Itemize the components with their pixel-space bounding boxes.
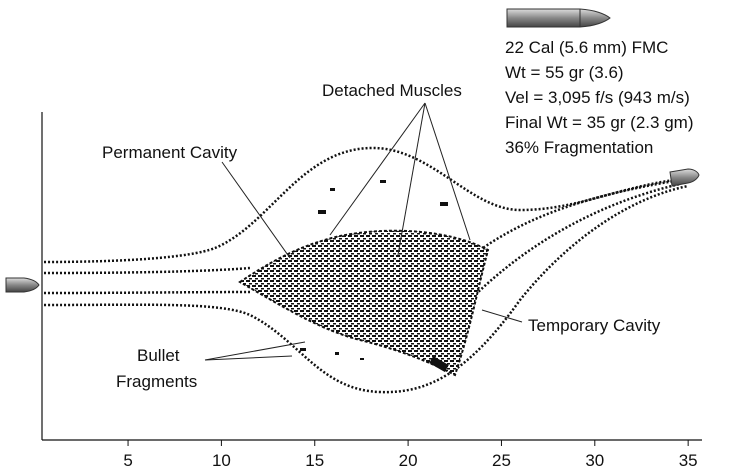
label: Permanent Cavity [102,143,238,162]
bullet-entry [5,277,40,293]
leader-lines [204,102,523,361]
bullet-info: 22 Cal (5.6 mm) FMC Wt = 55 gr (3.6) Vel =… [505,38,693,157]
tick-label: 10 [212,451,231,470]
temporary-cavity-upper [43,146,691,264]
label: Fragments [116,372,197,391]
info-line: 36% Fragmentation [505,138,653,157]
info-line: 22 Cal (5.6 mm) FMC [505,38,668,57]
exit-track [479,178,681,252]
tick-label: 20 [399,451,418,470]
tick-label: 30 [585,451,604,470]
temporary-cavity-lower [43,184,689,394]
tick-label: 35 [679,451,698,470]
permanent-cavity [238,229,490,377]
channel-upper [43,266,251,275]
tick-label: 5 [123,451,132,470]
label: Temporary Cavity [528,316,661,335]
channel-lower [43,290,251,295]
bullet-icon [506,8,611,28]
info-line: Wt = 55 gr (3.6) [505,63,624,82]
label: Detached Muscles [322,81,462,100]
tissue-specks [300,180,449,372]
tick-label: 15 [305,451,324,470]
info-line: Final Wt = 35 gr (2.3 gm) [505,113,693,132]
bullet-exit [669,168,700,187]
tick-label: 25 [492,451,511,470]
info-line: Vel = 3,095 f/s (943 m/s) [505,88,690,107]
x-ticks: 5 10 15 20 25 30 35 [123,440,698,470]
label: Bullet [137,346,180,365]
exit-track-2 [469,182,681,301]
